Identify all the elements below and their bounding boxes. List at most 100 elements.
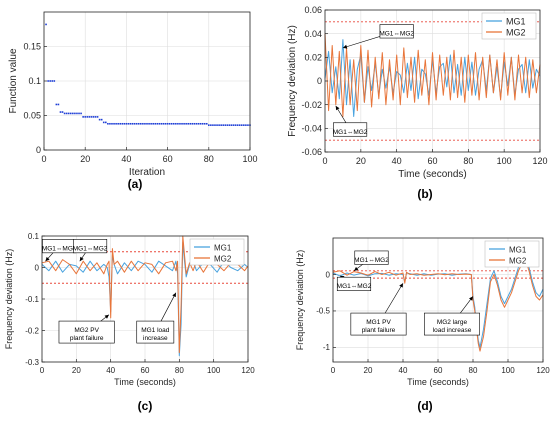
panel-b: 0 20 40 60 80 100 120 -0.06 -0.04 -0.02 0 0.02 0.04 0…	[287, 5, 548, 180]
annotation-text-d: MG1⇔MG2	[354, 257, 389, 264]
data-point-a	[86, 116, 89, 118]
data-point-a	[193, 122, 196, 125]
annotation-box-d	[424, 312, 480, 336]
legend-label-mg2-c: MG2	[214, 255, 232, 264]
data-point-a	[185, 122, 187, 125]
x-tick-label-d: 0	[331, 366, 336, 375]
x-tick-label-b: 0	[322, 156, 327, 166]
data-point-a	[150, 122, 152, 125]
legend-label-mg2-b: MG2	[506, 28, 526, 38]
data-point-a	[199, 122, 202, 125]
data-point-a	[203, 122, 206, 125]
y-tick-label-b: 0.06	[304, 5, 322, 15]
caption-a: (a)	[128, 177, 143, 191]
annotation-text-c: plant failure	[70, 335, 104, 342]
y-axis-label-a: Function value	[8, 48, 19, 113]
y-tick-label-d: -1	[323, 343, 331, 352]
annotation-d: MG1⇔MG2	[353, 250, 389, 272]
data-point-a	[105, 121, 107, 124]
data-point-a	[115, 122, 117, 125]
data-point-a	[133, 122, 136, 125]
data-point-a	[55, 103, 58, 106]
legend-label-mg2-d: MG2	[509, 257, 527, 266]
data-point-a	[88, 116, 91, 118]
data-point-a	[107, 122, 109, 125]
data-point-a	[214, 124, 216, 126]
data-point-a	[181, 122, 183, 125]
annotation-text-b: MG1⇔MG2	[333, 129, 368, 136]
data-point-a	[127, 122, 130, 125]
data-point-a	[49, 80, 51, 82]
annotation-c: MG1⇔MG2	[73, 239, 108, 262]
annotation-arrowhead-b	[342, 44, 348, 49]
annotation-arrowhead-c	[45, 256, 50, 262]
data-point-a	[183, 122, 185, 125]
y-tick-label-c: -0.2	[25, 326, 39, 335]
data-point-a	[164, 122, 167, 125]
caption-d: (d)	[417, 399, 432, 413]
x-tick-label-d: 80	[469, 366, 478, 375]
y-tick-label-b: 0.02	[304, 52, 322, 62]
data-point-a	[148, 122, 150, 125]
data-point-a	[179, 122, 181, 125]
x-tick-label-a: 60	[163, 154, 173, 164]
panel-c: 0 20 40 60 80 100 120 -0.3 -0.2 -0.1 0 0.1 Time (sec…	[4, 232, 255, 387]
data-point-a	[218, 124, 220, 126]
data-point-a	[226, 124, 229, 126]
data-point-a	[208, 124, 210, 126]
data-point-a	[166, 122, 169, 125]
legend-box-d	[484, 240, 540, 268]
y-tick-label-a: 0.05	[23, 111, 41, 121]
data-point-a	[96, 116, 99, 118]
x-tick-label-d: 20	[364, 366, 373, 375]
data-point-a	[228, 124, 231, 126]
y-tick-label-d: -0.5	[316, 307, 330, 316]
annotation-text-d: MG1⇔MG2	[337, 283, 372, 290]
data-point-a	[197, 122, 200, 125]
annotation-text-c: MG1 load	[141, 327, 170, 334]
x-tick-label-b: 120	[532, 156, 547, 166]
legend-label-mg1-d: MG1	[509, 246, 527, 255]
data-point-a	[113, 122, 115, 125]
data-point-a	[189, 122, 192, 125]
annotation-arrowhead-c	[104, 314, 109, 319]
data-point-a	[224, 124, 227, 126]
x-tick-label-a: 20	[80, 154, 90, 164]
panel-a: 0 20 40 60 80 100 0 0.05 0.1 0.15 Iteration Functio…	[8, 11, 258, 178]
y-tick-label-c: 0.1	[28, 232, 40, 241]
data-point-a	[247, 124, 249, 126]
x-tick-label-b: 40	[392, 156, 402, 166]
x-tick-label-c: 100	[207, 366, 221, 375]
data-point-a	[111, 122, 113, 125]
data-point-a	[142, 122, 144, 125]
data-point-a	[67, 112, 70, 115]
data-point-a	[69, 112, 72, 115]
annotation-text-d: load increase	[433, 327, 472, 334]
data-point-a	[243, 124, 245, 126]
data-point-a	[119, 122, 122, 125]
data-point-a	[175, 122, 177, 125]
data-point-a	[232, 124, 235, 126]
legend-label-mg1-b: MG1	[506, 17, 526, 27]
x-tick-label-a: 100	[242, 154, 257, 164]
data-point-a	[160, 122, 163, 125]
data-point-a	[53, 80, 56, 82]
x-tick-label-c: 20	[72, 366, 81, 375]
data-point-a	[63, 112, 66, 115]
x-tick-label-c: 40	[106, 366, 115, 375]
data-point-a	[57, 103, 60, 106]
data-point-a	[144, 122, 146, 125]
data-point-a	[238, 124, 241, 126]
data-point-a	[94, 116, 97, 118]
annotation-text-c: MG2 PV	[74, 327, 99, 334]
annotation-arrowhead-c	[79, 256, 84, 262]
x-tick-label-b: 100	[497, 156, 512, 166]
series-line-mg2-b	[324, 33, 541, 117]
data-point-a	[135, 122, 138, 125]
data-point-a	[240, 124, 243, 126]
